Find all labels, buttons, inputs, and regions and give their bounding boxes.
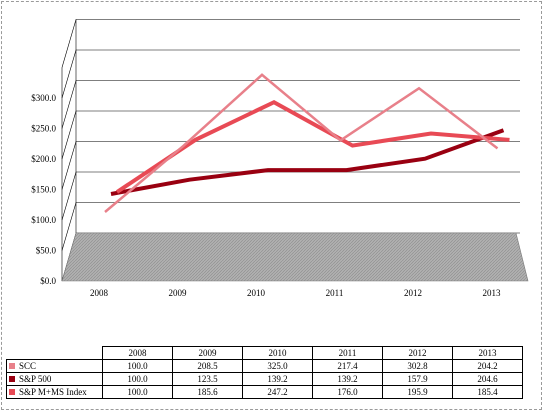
x-tick-label: 2009 [169,288,188,298]
table-col-header: 2012 [382,346,453,360]
table-cell: 247.2 [242,385,313,399]
y-tick-label: $200.0 [31,154,56,164]
legend-swatch-icon [9,363,15,370]
table-cell: 204.2 [452,359,523,373]
series-line [115,99,510,194]
table-col-header: 2009 [172,346,243,360]
x-tick-label: 2010 [247,288,266,298]
table-col-header: 2011 [312,346,383,360]
y-tick-label: $100.0 [31,215,56,225]
table-cell: 100.0 [102,359,173,373]
chart-floor [61,232,529,282]
series-name: SCC [19,360,37,371]
legend-swatch-icon [9,376,15,383]
y-tick-label: $50.0 [36,246,57,256]
legend-swatch-icon [9,389,15,396]
table-row: S&P 500 100.0 123.5 139.2 139.2 157.9 20… [6,372,523,386]
table-col-header: 2008 [102,346,173,360]
table-cell: 139.2 [242,372,313,386]
y-tick-label: $300.0 [31,93,56,103]
x-tick-label: 2013 [483,288,502,298]
table-cell: 157.9 [382,372,453,386]
x-tick-label: 2012 [404,288,422,298]
x-axis-ticks: 2008 2009 2010 2011 2012 2013 [90,288,501,298]
table-cell: 204.6 [452,372,523,386]
table-cell: 139.2 [312,372,383,386]
table-row: SCC 100.0 208.5 325.0 217.4 302.8 204.2 [6,359,523,373]
gridline [61,19,520,68]
table-cell: 176.0 [312,385,383,399]
table-cell: 208.5 [172,359,243,373]
table-cell: 185.4 [452,385,523,399]
series-lines [104,73,510,213]
y-tick-label: $150.0 [31,185,56,195]
table-cell: 195.9 [382,385,453,399]
gridline [61,171,520,221]
table-cell: 185.6 [172,385,243,399]
table-corner [7,347,103,360]
series-line [110,128,505,196]
series-line [104,73,499,213]
table-col-header: 2010 [242,346,313,360]
x-tick-label: 2011 [326,288,344,298]
table-col-header: 2013 [452,346,523,360]
table-row: S&P M+MS Index 100.0 185.6 247.2 176.0 1… [6,385,523,399]
floor-plane [61,232,529,282]
table-row-label: SCC [6,359,103,373]
y-tick-label: $250.0 [31,124,56,134]
x-tick-label: 2008 [90,288,109,298]
table-cell: 123.5 [172,372,243,386]
y-axis-ticks: $0.0 $50.0 $100.0 $150.0 $200.0 $250.0 $300.0 [31,93,56,286]
series-name: S&P M+MS Index [19,386,87,397]
y-tick-label: $0.0 [40,276,56,286]
table-cell: 100.0 [102,385,173,399]
table-cell: 325.0 [242,359,313,373]
gridline [61,49,520,99]
table-row-label: S&P 500 [6,372,103,386]
series-name: S&P 500 [19,373,52,384]
line-chart: $0.0$50.0$100.0$150.0$200.0$250.0$300.0 … [31,19,529,298]
table-cell: 217.4 [312,359,383,373]
table-row-label: S&P M+MS Index [6,385,103,399]
table-header-row: 2008 2009 2010 2011 2012 2013 [7,346,523,360]
table-cell: 302.8 [382,359,453,373]
data-table: 2008 2009 2010 2011 2012 2013 SCC 100.0 … [6,346,523,399]
table-cell: 100.0 [102,372,173,386]
gridline [61,80,520,129]
